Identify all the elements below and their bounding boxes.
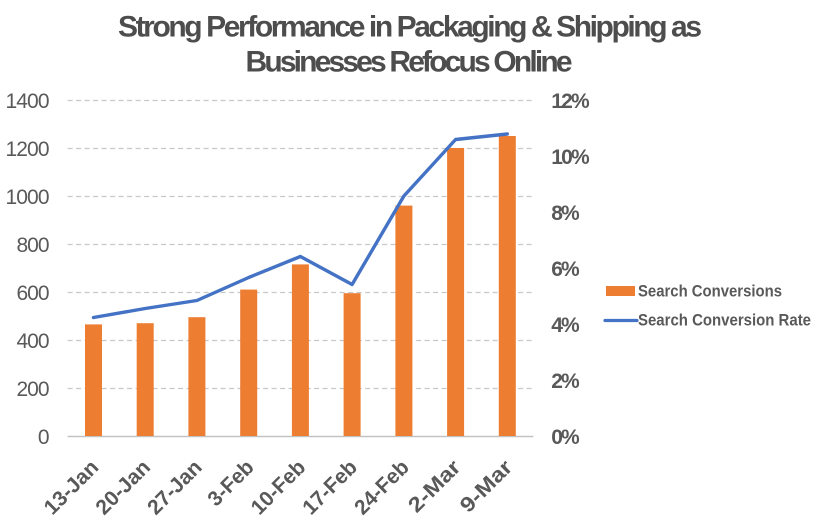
svg-text:Search Conversion Rate: Search Conversion Rate <box>638 311 811 330</box>
svg-text:0: 0 <box>38 426 50 449</box>
svg-text:10%: 10% <box>551 146 590 169</box>
svg-text:Businesses Refocus Online: Businesses Refocus Online <box>246 45 573 78</box>
svg-text:Search Conversions: Search Conversions <box>638 282 782 301</box>
svg-text:600: 600 <box>17 282 50 305</box>
svg-text:6%: 6% <box>551 258 580 281</box>
svg-text:1400: 1400 <box>6 90 50 113</box>
svg-text:800: 800 <box>17 234 50 257</box>
svg-text:400: 400 <box>17 330 50 353</box>
svg-text:12%: 12% <box>551 90 590 113</box>
svg-text:1000: 1000 <box>6 186 50 209</box>
svg-text:200: 200 <box>17 378 50 401</box>
svg-text:8%: 8% <box>551 202 580 225</box>
svg-text:2%: 2% <box>551 370 580 393</box>
svg-text:Strong Performance in Packagin: Strong Performance in Packaging & Shippi… <box>118 11 702 44</box>
svg-text:1200: 1200 <box>6 138 50 161</box>
svg-text:0%: 0% <box>551 426 580 449</box>
svg-text:4%: 4% <box>551 314 580 337</box>
